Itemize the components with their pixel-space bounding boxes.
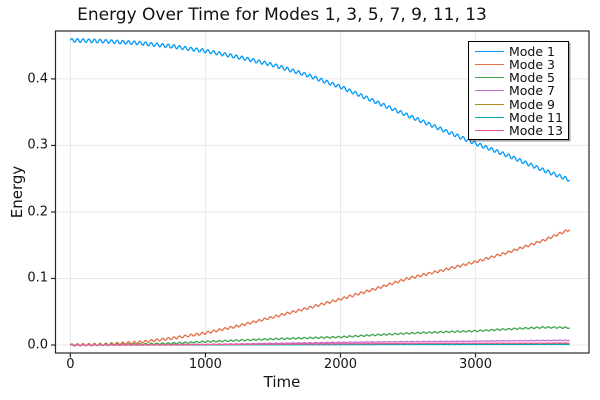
series-line-mode-3 [69, 229, 571, 347]
y-tick-label: 0.2 [27, 204, 48, 220]
y-tick-label: 0.0 [27, 337, 48, 353]
legend: Mode 1 Mode 3 Mode 5 Mode 7 Mode 9 Mode 11 Mod… [468, 41, 569, 140]
legend-label: Mode 13 [509, 122, 563, 138]
y-tick-label: 0.4 [27, 71, 48, 87]
legend-entry: Mode 3 [475, 58, 563, 71]
legend-line-swatch [475, 64, 504, 66]
chart-title: Energy Over Time for Modes 1, 3, 5, 7, 9… [77, 5, 487, 25]
legend-label: Mode 11 [509, 109, 563, 125]
legend-line-swatch [475, 116, 504, 118]
x-tick-label: 0 [66, 357, 75, 372]
legend-entry: Mode 1 [475, 45, 563, 58]
legend-entry: Mode 5 [475, 71, 563, 84]
legend-line-swatch [475, 77, 504, 79]
legend-label: Mode 9 [509, 96, 555, 112]
legend-line-swatch [475, 129, 504, 131]
legend-label: Mode 5 [509, 70, 555, 86]
legend-label: Mode 3 [509, 57, 555, 73]
x-tick-label: 3000 [458, 357, 493, 372]
legend-line-swatch [475, 90, 504, 92]
legend-entry: Mode 13 [475, 124, 563, 137]
legend-entry: Mode 11 [475, 111, 563, 124]
series-line-mode-1 [69, 37, 571, 182]
legend-line-swatch [475, 51, 504, 53]
series-line-mode-13 [70, 342, 570, 346]
x-axis-label: Time [263, 373, 301, 391]
legend-label: Mode 7 [509, 83, 555, 99]
legend-entry: Mode 9 [475, 98, 563, 111]
x-tick-label: 2000 [323, 357, 358, 372]
legend-line-swatch [475, 103, 504, 105]
legend-label: Mode 1 [509, 44, 555, 60]
legend-entry: Mode 7 [475, 84, 563, 97]
y-tick-label: 0.3 [27, 137, 48, 153]
y-tick-label: 0.1 [27, 270, 48, 286]
plot-frame [54, 30, 590, 354]
x-tick-label: 1000 [188, 357, 222, 372]
